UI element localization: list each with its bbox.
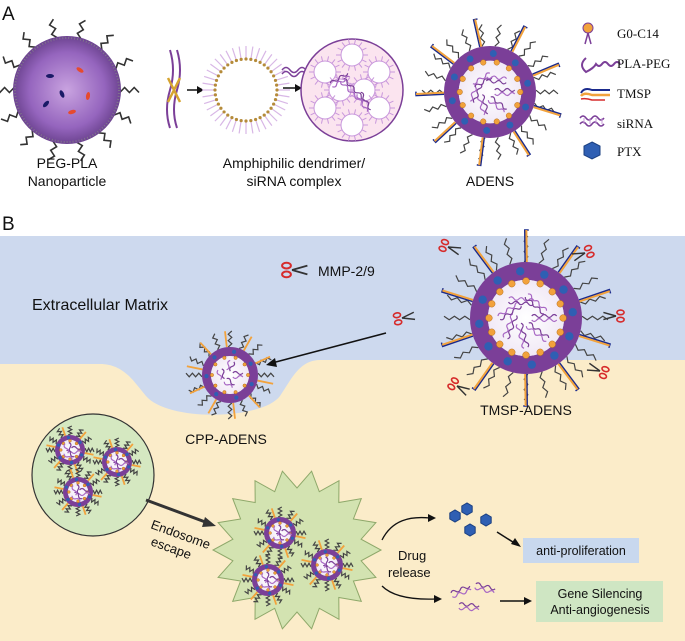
ptx-crystals bbox=[449, 502, 492, 537]
adens-label: ADENS bbox=[466, 173, 514, 189]
peg-pla-nanoparticle bbox=[0, 18, 140, 162]
dendrimer-sirna-mix bbox=[166, 49, 182, 129]
g0-c14-icon bbox=[582, 22, 594, 45]
sirna-fragments bbox=[450, 582, 496, 612]
ecm-label: Extracellular Matrix bbox=[32, 297, 168, 314]
gene-silencing-box bbox=[536, 581, 663, 622]
drug-release-line2: release bbox=[388, 565, 431, 580]
arrow-to-gene-silencing bbox=[500, 597, 532, 605]
panel-b-letter: B bbox=[2, 214, 15, 235]
complex-label-line1: Amphiphilic dendrimer/ bbox=[223, 155, 366, 171]
peg-pla-label-line1: PEG-PLA bbox=[37, 155, 98, 171]
arrow-to-complex bbox=[283, 84, 302, 92]
mmp-label: MMP-2/9 bbox=[318, 263, 375, 279]
gene-silencing-label: Gene Silencing bbox=[558, 587, 643, 601]
legend-g0-c14: G0-C14 bbox=[617, 26, 659, 41]
drug-release-arrows bbox=[381, 514, 442, 603]
tmsp-adens-particle bbox=[440, 229, 612, 407]
anti-proliferation-label: anti-proliferation bbox=[536, 544, 626, 558]
panel-a-letter: A bbox=[2, 4, 15, 25]
tmsp-adens-label: TMSP-ADENS bbox=[480, 402, 572, 418]
adens-particle bbox=[415, 18, 562, 167]
tmsp-scissors bbox=[392, 238, 625, 396]
anti-proliferation-box bbox=[523, 538, 639, 563]
peg-pla-label-line2: Nanoparticle bbox=[28, 173, 107, 189]
cpp-adens-label: CPP-ADENS bbox=[185, 431, 267, 447]
arrow-tmsp-to-cpp bbox=[266, 332, 387, 367]
legend: G0-C14 PLA-PEG TMSP siRNA PTX bbox=[579, 22, 670, 160]
legend-ptx: PTX bbox=[617, 144, 642, 159]
amphiphilic-complex bbox=[300, 38, 404, 142]
pla-peg-icon bbox=[581, 57, 621, 74]
cpp-adens-particle bbox=[185, 330, 275, 420]
legend-sirna: siRNA bbox=[617, 116, 654, 131]
endosome-escape-arrow bbox=[145, 498, 216, 527]
burst-star bbox=[211, 470, 383, 630]
anti-angiogenesis-label: Anti-angiogenesis bbox=[550, 603, 649, 617]
arrow-to-vesicle bbox=[187, 86, 204, 94]
scissors-icon bbox=[281, 261, 308, 279]
sirna-icon bbox=[579, 115, 605, 127]
endosome bbox=[31, 413, 155, 537]
small-sirna-icon bbox=[281, 66, 307, 78]
complex-label-line2: siRNA complex bbox=[247, 173, 342, 189]
amphiphilic-vesicle bbox=[202, 46, 290, 134]
drug-release-line1: Drug bbox=[398, 548, 426, 563]
arrow-to-anti-proliferation bbox=[496, 531, 521, 547]
legend-pla-peg: PLA-PEG bbox=[617, 56, 670, 71]
ptx-icon bbox=[583, 141, 601, 160]
tmsp-icon bbox=[580, 88, 610, 101]
legend-tmsp: TMSP bbox=[617, 86, 651, 101]
